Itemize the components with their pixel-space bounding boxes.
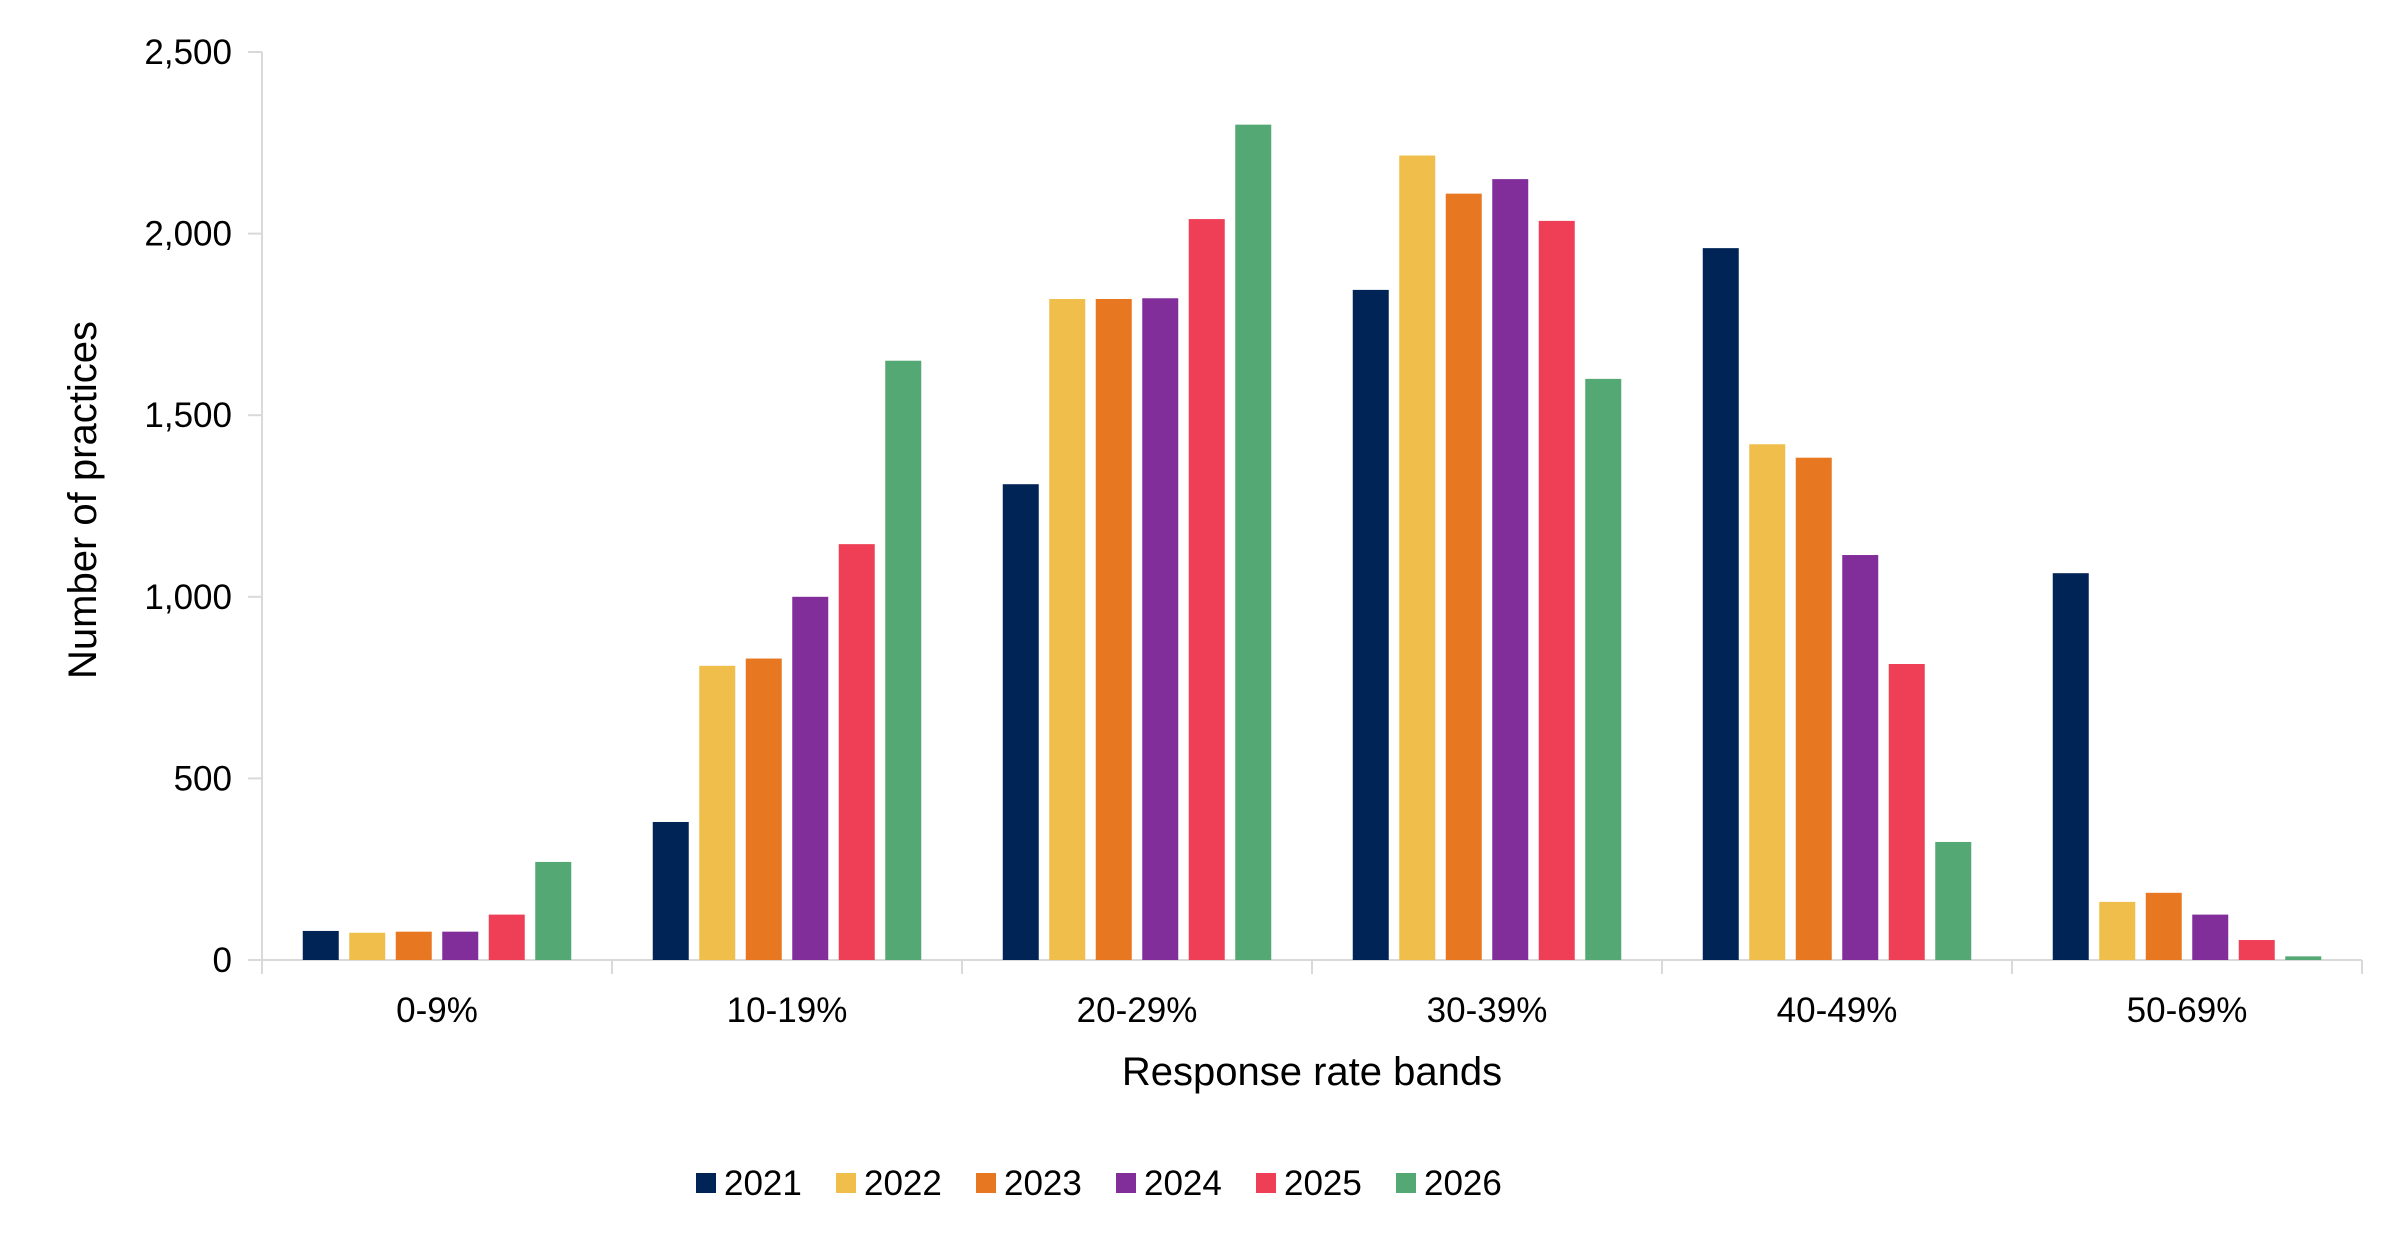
y-tick-label: 0: [213, 941, 232, 980]
x-tick-label: 50-69%: [2127, 991, 2248, 1030]
legend-label-2021: 2021: [724, 1164, 802, 1203]
bar-2023-40-49%: [1795, 457, 1832, 960]
bar-2025-10-19%: [838, 544, 875, 960]
bar-2021-40-49%: [1702, 248, 1739, 961]
x-axis-title: Response rate bands: [1122, 1050, 1502, 1094]
bar-2025-50-69%: [2238, 940, 2275, 960]
legend-swatch-2022: [836, 1173, 856, 1193]
bar-2021-0-9%: [302, 930, 339, 960]
bar-2025-20-29%: [1188, 219, 1225, 960]
bar-2021-50-69%: [2052, 573, 2089, 960]
bar-2022-10-19%: [699, 665, 736, 960]
bar-2026-30-39%: [1585, 378, 1622, 960]
legend-label-2022: 2022: [864, 1164, 942, 1203]
bar-2024-40-49%: [1842, 555, 1879, 960]
bar-2024-20-29%: [1142, 298, 1179, 960]
bar-2026-10-19%: [885, 360, 922, 961]
y-tick-label: 2,000: [144, 215, 232, 254]
bar-2026-0-9%: [535, 861, 572, 960]
bar-2023-20-29%: [1095, 298, 1132, 960]
bar-2026-50-69%: [2285, 956, 2322, 960]
bar-2025-0-9%: [488, 914, 525, 960]
bar-2022-50-69%: [2099, 901, 2136, 960]
bar-2026-40-49%: [1935, 841, 1972, 960]
x-tick-label: 20-29%: [1077, 991, 1198, 1030]
y-tick-label: 1,500: [144, 396, 232, 435]
bar-2021-20-29%: [1002, 484, 1039, 960]
bar-2022-20-29%: [1049, 298, 1086, 960]
bar-2021-10-19%: [652, 821, 689, 960]
legend-swatch-2023: [976, 1173, 996, 1193]
legend-swatch-2021: [696, 1173, 716, 1193]
bar-2022-0-9%: [349, 932, 386, 960]
y-tick-label: 1,000: [144, 578, 232, 617]
bar-2024-30-39%: [1492, 179, 1529, 960]
bar-2024-50-69%: [2192, 914, 2229, 960]
bar-2024-0-9%: [442, 931, 479, 960]
bar-2022-30-39%: [1399, 155, 1436, 961]
bar-2025-40-49%: [1888, 663, 1925, 960]
bar-2021-30-39%: [1352, 289, 1389, 960]
bar-2024-10-19%: [792, 596, 829, 960]
bar-2023-30-39%: [1445, 193, 1482, 960]
x-tick-label: 30-39%: [1427, 991, 1548, 1030]
x-tick-label: 40-49%: [1777, 991, 1898, 1030]
y-tick-label: 2,500: [144, 33, 232, 72]
bar-2025-30-39%: [1538, 220, 1575, 960]
y-axis-ticks: 0 500 1,000 1,500 2,000 2,500: [144, 33, 262, 980]
x-axis-tick-labels: 0-9% 10-19% 20-29% 30-39% 40-49% 50-69%: [261, 960, 2363, 1030]
legend: 2021 2022 2023 2024 2025 2026: [696, 1164, 1502, 1203]
legend-swatch-2026: [1396, 1173, 1416, 1193]
legend-swatch-2025: [1256, 1173, 1276, 1193]
y-tick-label: 500: [174, 759, 232, 798]
bar-2023-10-19%: [745, 658, 782, 960]
x-tick-label: 0-9%: [396, 991, 478, 1030]
legend-label-2024: 2024: [1144, 1164, 1222, 1203]
bars-group: [302, 124, 2322, 961]
bar-2026-20-29%: [1235, 124, 1272, 960]
legend-label-2023: 2023: [1004, 1164, 1082, 1203]
bar-2023-50-69%: [2145, 892, 2182, 960]
y-axis-title: Number of practices: [61, 321, 105, 679]
legend-label-2025: 2025: [1284, 1164, 1362, 1203]
x-tick-label: 10-19%: [727, 991, 848, 1030]
legend-label-2026: 2026: [1424, 1164, 1502, 1203]
bar-2022-40-49%: [1749, 444, 1786, 961]
legend-swatch-2024: [1116, 1173, 1136, 1193]
bar-2023-0-9%: [395, 931, 432, 960]
